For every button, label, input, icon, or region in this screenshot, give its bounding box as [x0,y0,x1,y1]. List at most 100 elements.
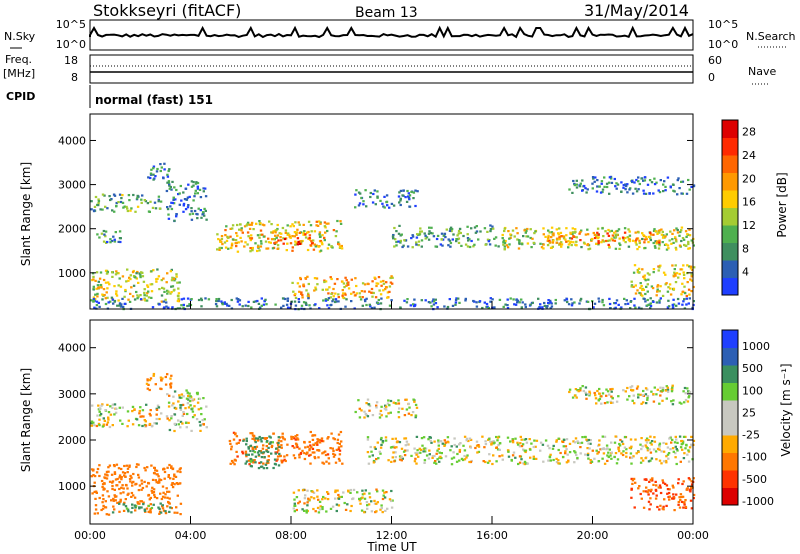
data-cell [615,182,618,185]
data-cell [279,239,283,242]
data-cell [193,405,196,408]
data-cell [194,189,197,192]
data-cell [690,279,694,282]
data-cell [648,480,651,483]
data-cell [200,297,203,300]
data-cell [410,237,413,240]
data-cell [523,460,527,463]
data-cell [132,193,135,197]
data-cell [508,237,511,240]
data-cell [649,233,653,236]
data-cell [413,400,416,403]
data-cell [94,293,97,296]
data-cell [130,207,133,210]
data-cell [641,459,645,462]
data-cell [186,304,189,308]
data-cell [192,181,195,184]
data-cell [308,234,312,237]
data-cell [101,293,104,296]
data-cell [154,207,158,210]
data-cell [162,300,165,303]
data-cell [140,500,144,503]
data-cell [262,462,265,465]
data-cell [570,298,573,301]
data-cell [680,439,684,443]
data-cell [150,296,153,299]
data-cell [550,305,554,308]
data-cell [147,493,151,497]
data-cell [247,300,250,303]
data-cell [617,303,620,306]
data-cell [277,443,280,446]
data-cell [170,279,174,282]
data-cell [652,448,656,451]
data-cell [90,424,93,427]
cpid-panel: CPID normal (fast) 151 [6,85,213,108]
data-cell [368,303,371,306]
data-cell [578,232,581,235]
data-cell [692,300,695,303]
data-cell [634,306,637,309]
data-cell [407,402,410,405]
data-cell [595,402,598,405]
data-cell [391,437,394,440]
data-cell [552,234,555,237]
data-cell [475,444,479,447]
data-cell [656,447,660,450]
data-cell [303,452,306,455]
data-cell [171,201,174,205]
data-cell [172,289,176,292]
data-cell [647,500,651,503]
data-cell [374,203,377,206]
data-cell [126,487,129,490]
x-tick-label: 00:00 [74,529,106,542]
data-cell [149,414,152,417]
data-cell [143,480,146,483]
data-cell [314,510,317,513]
colorbar-swatch [722,452,738,471]
data-cell [630,285,633,288]
data-cell [581,385,584,388]
data-cell [687,450,691,453]
data-cell [690,273,693,276]
data-cell [91,468,94,471]
data-cell [448,298,451,301]
data-cell [366,504,369,507]
data-cell [203,207,206,210]
data-cell [145,485,148,488]
data-cell [603,462,607,465]
data-cell [299,276,302,280]
data-cell [151,306,155,309]
data-cell [684,447,687,450]
data-cell [662,481,665,484]
data-cell [534,230,537,233]
data-cell [620,452,623,455]
data-cell [372,291,375,295]
data-cell [441,244,444,247]
data-cell [628,234,632,237]
data-cell [149,503,152,506]
data-cell [247,459,250,462]
data-cell [127,492,130,495]
data-cell [92,296,96,299]
data-cell [313,243,316,246]
data-cell [630,496,633,499]
data-cell [101,403,104,406]
data-cell [113,471,117,474]
data-cell [148,379,152,382]
data-cell [185,397,189,400]
data-cell [613,441,617,444]
data-cell [110,473,114,476]
data-cell [399,189,403,192]
data-cell [666,390,670,393]
data-cell [235,442,238,445]
data-cell [296,437,299,440]
data-cell [109,198,112,202]
data-cell [539,441,543,444]
data-cell [644,235,648,239]
data-cell [681,290,684,293]
data-cell [269,241,272,244]
data-cell [624,188,627,191]
data-cell [431,300,434,303]
